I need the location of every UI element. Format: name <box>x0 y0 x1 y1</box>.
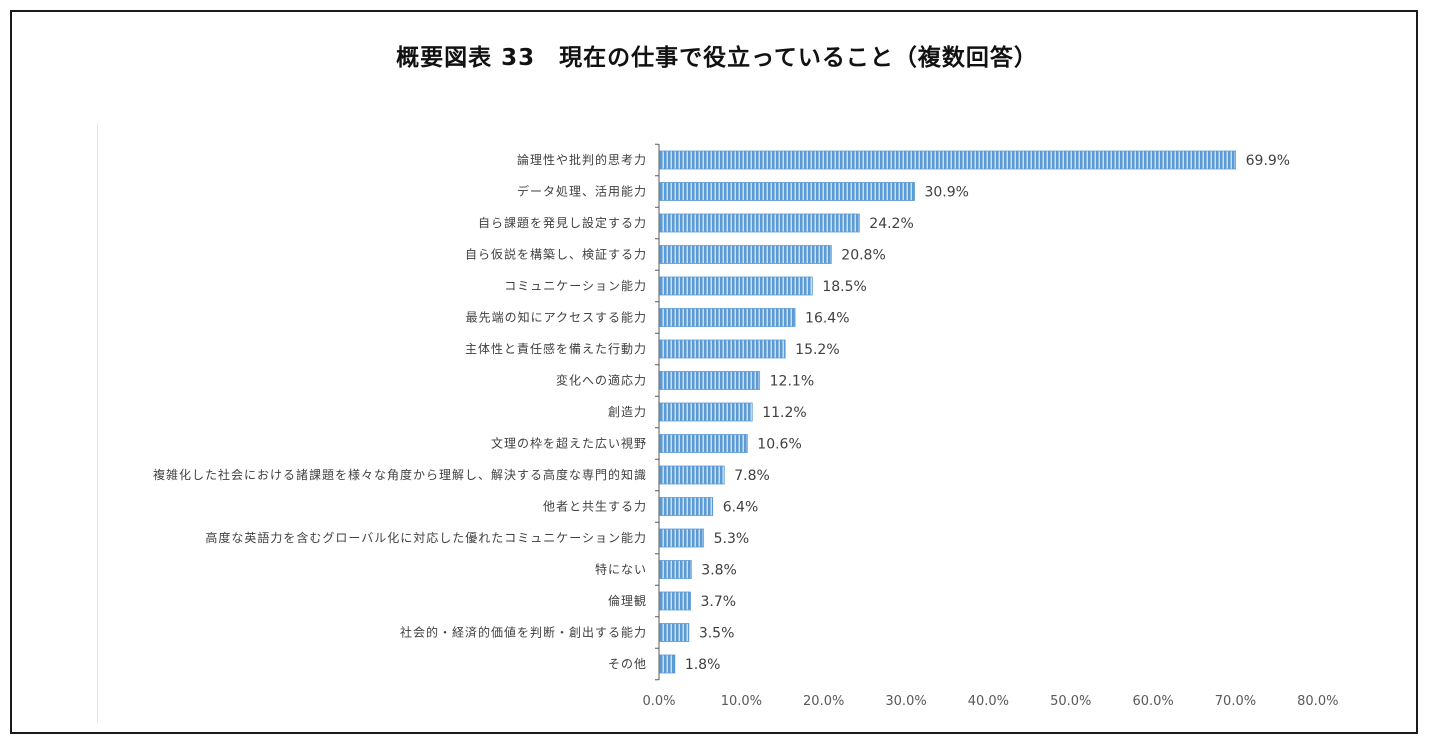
bar <box>659 528 705 548</box>
data-label: 30.9% <box>924 185 968 201</box>
data-label: 15.2% <box>795 342 839 358</box>
category-label: 自ら課題を発見し設定する力 <box>478 215 647 230</box>
bar <box>659 276 813 296</box>
category-label: 最先端の知にアクセスする能力 <box>466 311 647 325</box>
data-label: 3.8% <box>701 563 737 579</box>
category-label: 他者と共生する力 <box>543 500 647 514</box>
x-tick-label: 10.0% <box>721 694 762 709</box>
data-label: 3.7% <box>700 594 736 610</box>
category-label: 創造力 <box>608 405 647 419</box>
bar <box>659 497 714 516</box>
bar <box>659 465 725 485</box>
category-label: 変化への適応力 <box>556 373 647 388</box>
data-label: 3.5% <box>699 626 735 642</box>
bar <box>659 339 786 359</box>
x-tick-label: 0.0% <box>642 694 675 709</box>
category-label: 特にない <box>595 562 647 577</box>
category-label: コミュニケーション能力 <box>504 279 647 293</box>
bar <box>659 623 690 642</box>
bar <box>659 402 753 422</box>
bar <box>659 150 1237 170</box>
data-label: 10.6% <box>757 437 801 453</box>
data-label: 16.4% <box>805 311 849 327</box>
figure-frame <box>10 10 1418 734</box>
x-tick-label: 30.0% <box>885 694 926 709</box>
x-tick-label: 20.0% <box>803 694 844 709</box>
data-label: 18.5% <box>822 279 866 295</box>
category-label: 論理性や批判的思考力 <box>517 152 647 167</box>
chart-title: 概要図表 33 現在の仕事で役立っていること（複数回答） <box>396 45 1038 71</box>
bar <box>659 560 692 579</box>
x-tick-label: 40.0% <box>968 694 1009 709</box>
category-label: その他 <box>608 657 647 671</box>
bar <box>659 654 676 674</box>
category-label: データ処理、活用能力 <box>517 184 647 199</box>
category-label: 社会的・経済的価値を判断・創出する能力 <box>400 625 647 640</box>
bar <box>659 308 796 327</box>
x-tick-label: 50.0% <box>1050 694 1091 709</box>
bar <box>659 434 748 453</box>
bar <box>659 245 832 264</box>
data-label: 5.3% <box>714 531 750 547</box>
x-tick-label: 60.0% <box>1132 694 1173 709</box>
data-label: 69.9% <box>1246 153 1290 169</box>
data-label: 24.2% <box>869 216 913 232</box>
data-label: 11.2% <box>762 405 806 421</box>
data-label: 7.8% <box>734 468 770 484</box>
plot-area-edge <box>97 123 98 723</box>
category-label: 文理の枠を超えた広い視野 <box>491 436 647 451</box>
bar <box>659 213 860 233</box>
data-label: 6.4% <box>723 500 759 516</box>
bar <box>659 591 691 611</box>
data-label: 20.8% <box>841 248 885 264</box>
bar <box>659 182 915 201</box>
data-label: 1.8% <box>685 657 721 673</box>
x-tick-label: 70.0% <box>1215 694 1256 709</box>
bar <box>659 371 761 390</box>
x-tick-label: 80.0% <box>1297 694 1338 709</box>
category-label: 複雑化した社会における諸課題を様々な角度から理解し、解決する高度な専門的知識 <box>153 467 647 482</box>
category-label: 高度な英語力を含むグローバル化に対応した優れたコミュニケーション能力 <box>205 530 647 545</box>
data-label: 12.1% <box>770 374 814 390</box>
category-label: 倫理観 <box>608 594 647 608</box>
category-label: 主体性と責任感を備えた行動力 <box>465 341 647 356</box>
category-label: 自ら仮説を構築し、検証する力 <box>465 247 647 262</box>
